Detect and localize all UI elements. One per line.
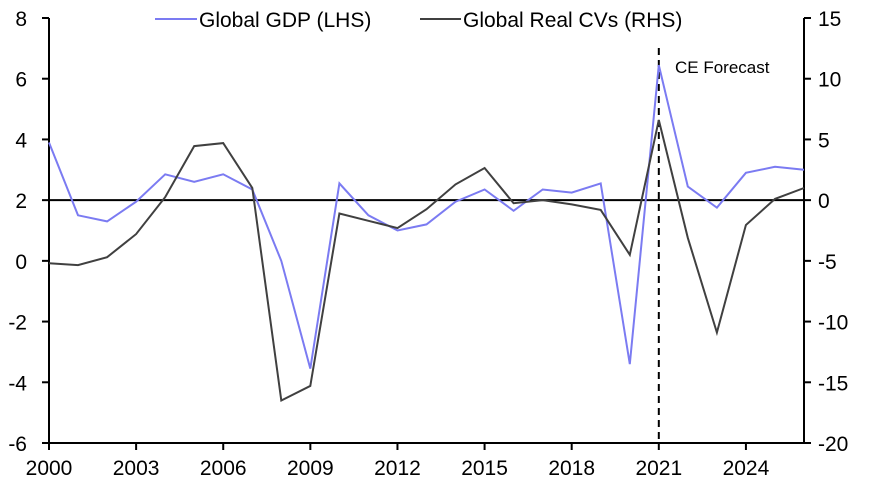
- left-axis-tick-label: -6: [8, 433, 27, 456]
- right-axis-tick-label: 10: [818, 69, 841, 92]
- right-axis-tick-label: 5: [818, 129, 830, 152]
- legend-label-gdp: Global GDP (LHS): [199, 9, 371, 32]
- x-axis-tick-label: 2003: [113, 457, 160, 480]
- legend: Global GDP (LHS) Global Real CVs (RHS): [155, 9, 682, 32]
- x-axis-tick-label: 2006: [200, 457, 247, 480]
- x-axis-tick-label: 2000: [26, 457, 73, 480]
- right-axis-tick-label: -5: [818, 251, 837, 274]
- right-axis-tick-label: -15: [818, 372, 848, 395]
- x-axis-tick-label: 2009: [287, 457, 334, 480]
- left-axis-tick-label: -2: [8, 312, 27, 335]
- right-axis-tick-label: -20: [818, 433, 848, 456]
- x-axis-tick-label: 2024: [723, 457, 770, 480]
- left-axis-tick-label: 4: [15, 129, 27, 152]
- series-line-global-real-cvs: [48, 119, 805, 403]
- x-axis-tick-label: 2018: [548, 457, 595, 480]
- right-axis-tick-label: 0: [818, 190, 830, 213]
- right-axis-tick-label: 15: [818, 8, 841, 31]
- left-axis-tick-label: 2: [15, 190, 27, 213]
- left-axis-tick-label: -4: [8, 372, 27, 395]
- forecast-annotation: CE Forecast: [675, 58, 770, 77]
- left-axis-tick-label: 8: [15, 8, 27, 31]
- left-axis-tick-label: 6: [15, 69, 27, 92]
- x-axis-tick-label: 2021: [635, 457, 682, 480]
- left-axis-tick-label: 0: [15, 251, 27, 274]
- series-line-global-gdp: [48, 64, 805, 369]
- legend-label-cvs: Global Real CVs (RHS): [463, 9, 682, 32]
- x-axis-tick-label: 2012: [374, 457, 421, 480]
- right-axis-tick-label: -10: [818, 312, 848, 335]
- x-axis-tick-label: 2015: [461, 457, 508, 480]
